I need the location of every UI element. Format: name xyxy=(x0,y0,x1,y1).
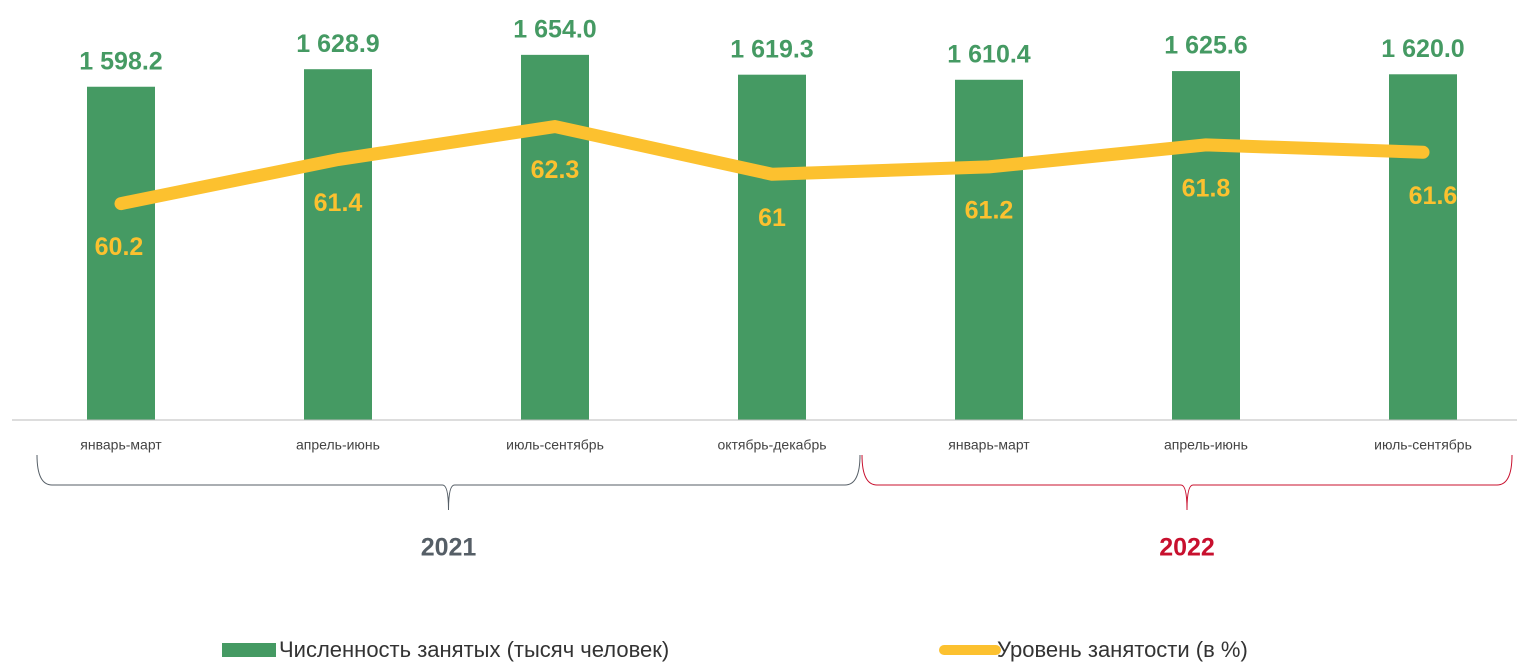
line-value-label: 61.4 xyxy=(314,189,363,217)
line-value-label: 62.3 xyxy=(531,156,580,184)
legend-swatch xyxy=(222,643,276,657)
bar xyxy=(738,74,806,420)
bar xyxy=(1389,74,1457,421)
legend-label: Уровень занятости (в %) xyxy=(997,637,1248,662)
bar-value-label: 1 628.9 xyxy=(296,30,379,58)
x-tick-label: апрель-июнь xyxy=(296,437,380,453)
line-value-label: 61.2 xyxy=(965,197,1014,225)
x-tick-label: январь-март xyxy=(80,437,162,453)
x-tick-label: июль-сентябрь xyxy=(1374,437,1472,453)
line-value-label: 60.2 xyxy=(95,233,144,261)
x-tick-label: июль-сентябрь xyxy=(506,437,604,453)
bar xyxy=(87,86,155,420)
bar-value-label: 1 598.2 xyxy=(79,47,162,75)
x-tick-label: октябрь-декабрь xyxy=(717,437,826,453)
line xyxy=(114,120,1430,211)
bar-value-label: 1 620.0 xyxy=(1381,35,1464,63)
year-brace xyxy=(36,454,861,511)
line-value-label: 61 xyxy=(758,204,786,232)
line-value-label: 61.6 xyxy=(1409,182,1458,210)
legend-label: Численность занятых (тысяч человек) xyxy=(279,637,669,662)
line-value-label: 61.8 xyxy=(1182,175,1231,203)
bar xyxy=(955,79,1023,421)
x-tick-label: апрель-июнь xyxy=(1164,437,1248,453)
bar xyxy=(521,54,589,420)
x-tick-label: январь-март xyxy=(948,437,1030,453)
bar-value-label: 1 619.3 xyxy=(730,35,813,63)
bar-value-label: 1 654.0 xyxy=(513,15,596,43)
year-label: 2022 xyxy=(1159,534,1215,562)
year-label: 2021 xyxy=(421,534,477,562)
bar-value-label: 1 610.4 xyxy=(947,40,1031,68)
year-brace xyxy=(861,454,1513,511)
bar-value-label: 1 625.6 xyxy=(1164,32,1247,60)
bar xyxy=(304,69,372,420)
bar xyxy=(1172,71,1240,420)
